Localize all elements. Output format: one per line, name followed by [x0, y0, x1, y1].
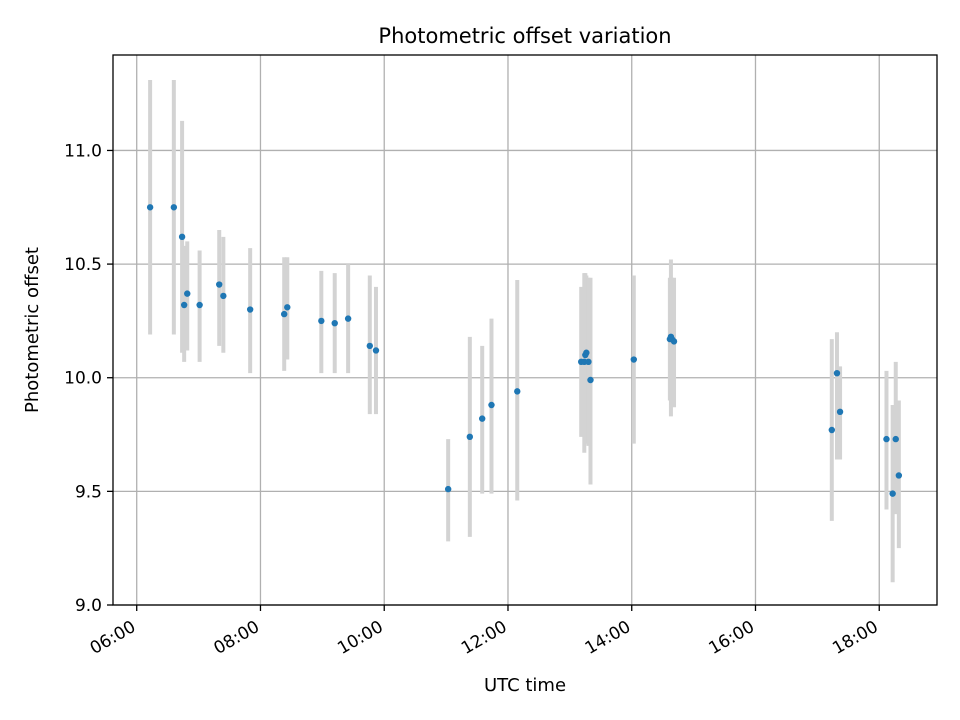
data-point — [331, 319, 338, 327]
data-point — [670, 338, 678, 345]
data-point — [170, 204, 178, 211]
data-point — [479, 415, 486, 422]
data-point — [514, 388, 521, 395]
y-tick-label: 11.0 — [64, 141, 102, 161]
data-point — [220, 292, 227, 300]
plot-frame — [112, 54, 938, 606]
y-tick-label: 9.5 — [75, 482, 102, 502]
data-points — [146, 204, 903, 497]
data-point — [883, 435, 890, 443]
data-point — [284, 304, 291, 311]
data-point — [587, 376, 594, 384]
data-point — [828, 426, 836, 434]
data-point — [318, 317, 325, 325]
data-point — [892, 435, 899, 443]
data-point — [180, 301, 188, 309]
data-point — [366, 342, 373, 350]
data-point — [216, 281, 223, 288]
data-point — [344, 315, 352, 322]
data-point — [184, 290, 191, 297]
data-point — [280, 310, 288, 318]
data-point — [630, 356, 638, 363]
chart-title: Photometric offset variation — [378, 24, 671, 48]
data-point — [833, 369, 841, 377]
y-tick-label: 10.0 — [64, 369, 102, 389]
data-point — [372, 347, 380, 354]
data-point — [585, 358, 592, 366]
data-point — [488, 401, 495, 409]
y-axis-ticks: 9.0 9.5 10.0 10.5 11.0 — [64, 141, 113, 616]
data-point — [895, 472, 903, 479]
data-point — [836, 408, 844, 416]
data-point — [583, 349, 590, 356]
data-point — [444, 485, 452, 493]
y-axis-label: Photometric offset — [22, 247, 43, 413]
data-point — [178, 233, 186, 241]
data-point — [466, 433, 474, 441]
y-tick-label: 9.0 — [75, 596, 102, 616]
data-point — [146, 204, 154, 211]
y-tick-label: 10.5 — [64, 255, 102, 275]
data-point — [196, 301, 203, 309]
x-axis-label: UTC time — [484, 675, 566, 696]
data-point — [889, 490, 896, 497]
data-point — [246, 306, 254, 313]
